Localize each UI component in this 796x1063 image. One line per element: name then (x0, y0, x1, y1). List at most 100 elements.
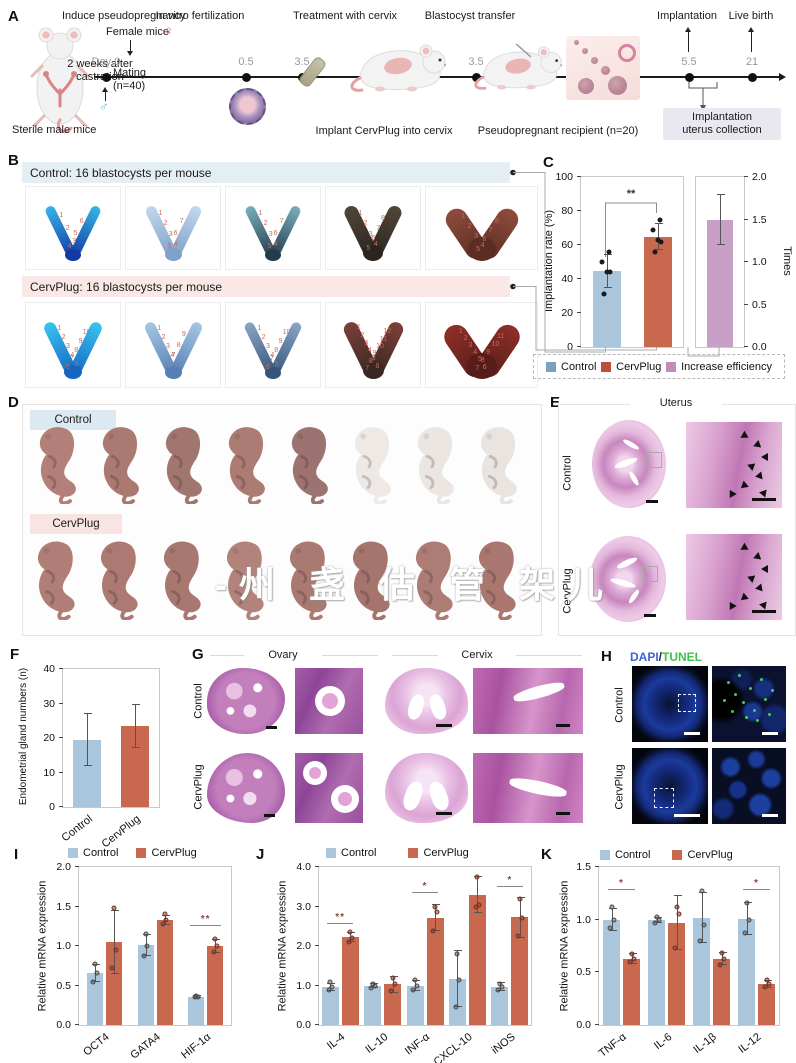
tunel-positive-dot (749, 687, 752, 691)
implantation-site-number: 1 (358, 209, 363, 217)
uterus-junction (467, 237, 496, 261)
data-point (652, 920, 658, 926)
ovary-histology-cervplug (207, 753, 285, 823)
implantation-site-number: 6 (173, 230, 178, 238)
pup-image (32, 538, 90, 620)
implantation-site-number: 4 (270, 352, 275, 360)
scale-bar (674, 814, 700, 817)
implantation-site-number: 4 (70, 352, 75, 360)
legend-label: Control (83, 847, 119, 859)
bar-Control (86, 972, 103, 1025)
legend-label: CervPlug (151, 847, 197, 859)
j-legend: Control CervPlug (326, 847, 469, 859)
implantation-site-number: 5 (478, 356, 482, 364)
g-title-ovary: Ovary (268, 649, 298, 661)
lumen (613, 456, 639, 470)
y-tick-label: 0.5 (56, 979, 71, 992)
data-point (347, 929, 353, 935)
bar-CervPlug (713, 958, 730, 1025)
y-tick-label: 0.0 (296, 1019, 311, 1031)
bar-wrap (491, 867, 509, 1025)
implantation-site-number: 10 (376, 342, 384, 350)
arrowhead-icon (760, 452, 768, 461)
y-tick-label: 3.0 (296, 900, 311, 913)
bar-group-Increase efficiency (696, 177, 744, 347)
y-tick-mark (595, 1024, 599, 1025)
x-tick-label: IL-12 (736, 1031, 764, 1056)
x-tick-label: IL-10 (362, 1031, 390, 1056)
treatment-mouse-illustration (350, 44, 447, 92)
arrowhead-icon (746, 460, 756, 471)
zoom-region-box (642, 566, 658, 582)
arrowhead-icon (738, 431, 749, 442)
bar-wrap (643, 177, 672, 347)
implantation-site-number: 6 (265, 364, 270, 372)
f-y-axis-label-text: Endometrial gland numbers (n) (18, 667, 30, 805)
y-tick-mark (59, 806, 63, 807)
y-tick-mark (744, 176, 748, 177)
tunel-positive-dot (771, 688, 775, 692)
tunel-positive-dot (767, 713, 771, 717)
x-tick-label: IL-4 (325, 1031, 348, 1053)
bar-CervPlug (643, 236, 672, 347)
data-point (327, 979, 333, 985)
h-title: DAPI/TUNEL (630, 650, 702, 664)
data-point (454, 951, 460, 957)
cervix-histology-control (385, 668, 468, 734)
data-point (627, 959, 633, 965)
tick-day0: Day 0 (91, 56, 121, 68)
uterus-image: 1 2 3 4 5 6 7 8 9 10 (25, 302, 121, 388)
uterus-junction (265, 367, 281, 379)
tunel-full-cervplug (632, 748, 708, 824)
implantation-site-number: 10 (491, 340, 500, 348)
implantation-site-number: 5 (371, 355, 376, 363)
implantation-site-number: 2 (65, 224, 70, 232)
implantation-site-number: 6 (482, 236, 487, 244)
bar-group-CervPlug (632, 177, 683, 347)
implantation-site-number: 2 (261, 334, 266, 342)
uterus-junction (466, 353, 497, 379)
bar-wrap (713, 867, 730, 1025)
arrowhead-icon (758, 600, 767, 610)
tick-3-5b: 3.5 (468, 56, 484, 68)
pup-image (286, 424, 343, 504)
y-tick-mark (59, 737, 63, 738)
bar-Control (321, 986, 339, 1025)
x-tick-label: iNOS (489, 1031, 518, 1057)
data-point (701, 922, 707, 928)
data-point (214, 943, 220, 949)
lumen (615, 555, 639, 571)
implantation-site-number: 3 (165, 343, 170, 351)
endometrial-glands-chart: 0 10 20 30 40 Control CervPlug (43, 663, 160, 850)
legend-item: CervPlug (136, 847, 197, 859)
implantation-site-number: 4 (368, 347, 372, 355)
implantation-site-number: 1 (257, 325, 262, 333)
implantation-site-number: 9 (278, 338, 283, 346)
tick-0-5: 0.5 (238, 56, 254, 68)
bar-wrap (384, 867, 402, 1025)
d-chip-control: Control (30, 410, 116, 430)
data-point (111, 905, 117, 911)
legend-swatch (408, 848, 419, 858)
timeline-dot-5-5 (685, 72, 694, 82)
implantation-site-number: 2 (463, 335, 468, 343)
significance-label: * (507, 874, 513, 886)
uterus-image: 1 2 3 4 5 6 7 8 9 10 11 12 (325, 302, 421, 388)
scale-bar (752, 610, 776, 613)
data-point (109, 965, 115, 971)
supine-mouse-illustration (30, 27, 90, 134)
bar-CervPlug (511, 917, 529, 1025)
y-tick-label: 30 (43, 697, 55, 710)
bar-Control (738, 918, 755, 1025)
error-bar (717, 194, 725, 245)
scale-bar (264, 814, 275, 817)
y-tick-mark (744, 261, 748, 262)
step-title-implantation: Implantation (657, 10, 717, 22)
cervical-canal (400, 779, 426, 813)
legend-item: Increase efficiency (666, 361, 772, 373)
data-point (474, 874, 480, 880)
bar-wrap (364, 867, 382, 1025)
